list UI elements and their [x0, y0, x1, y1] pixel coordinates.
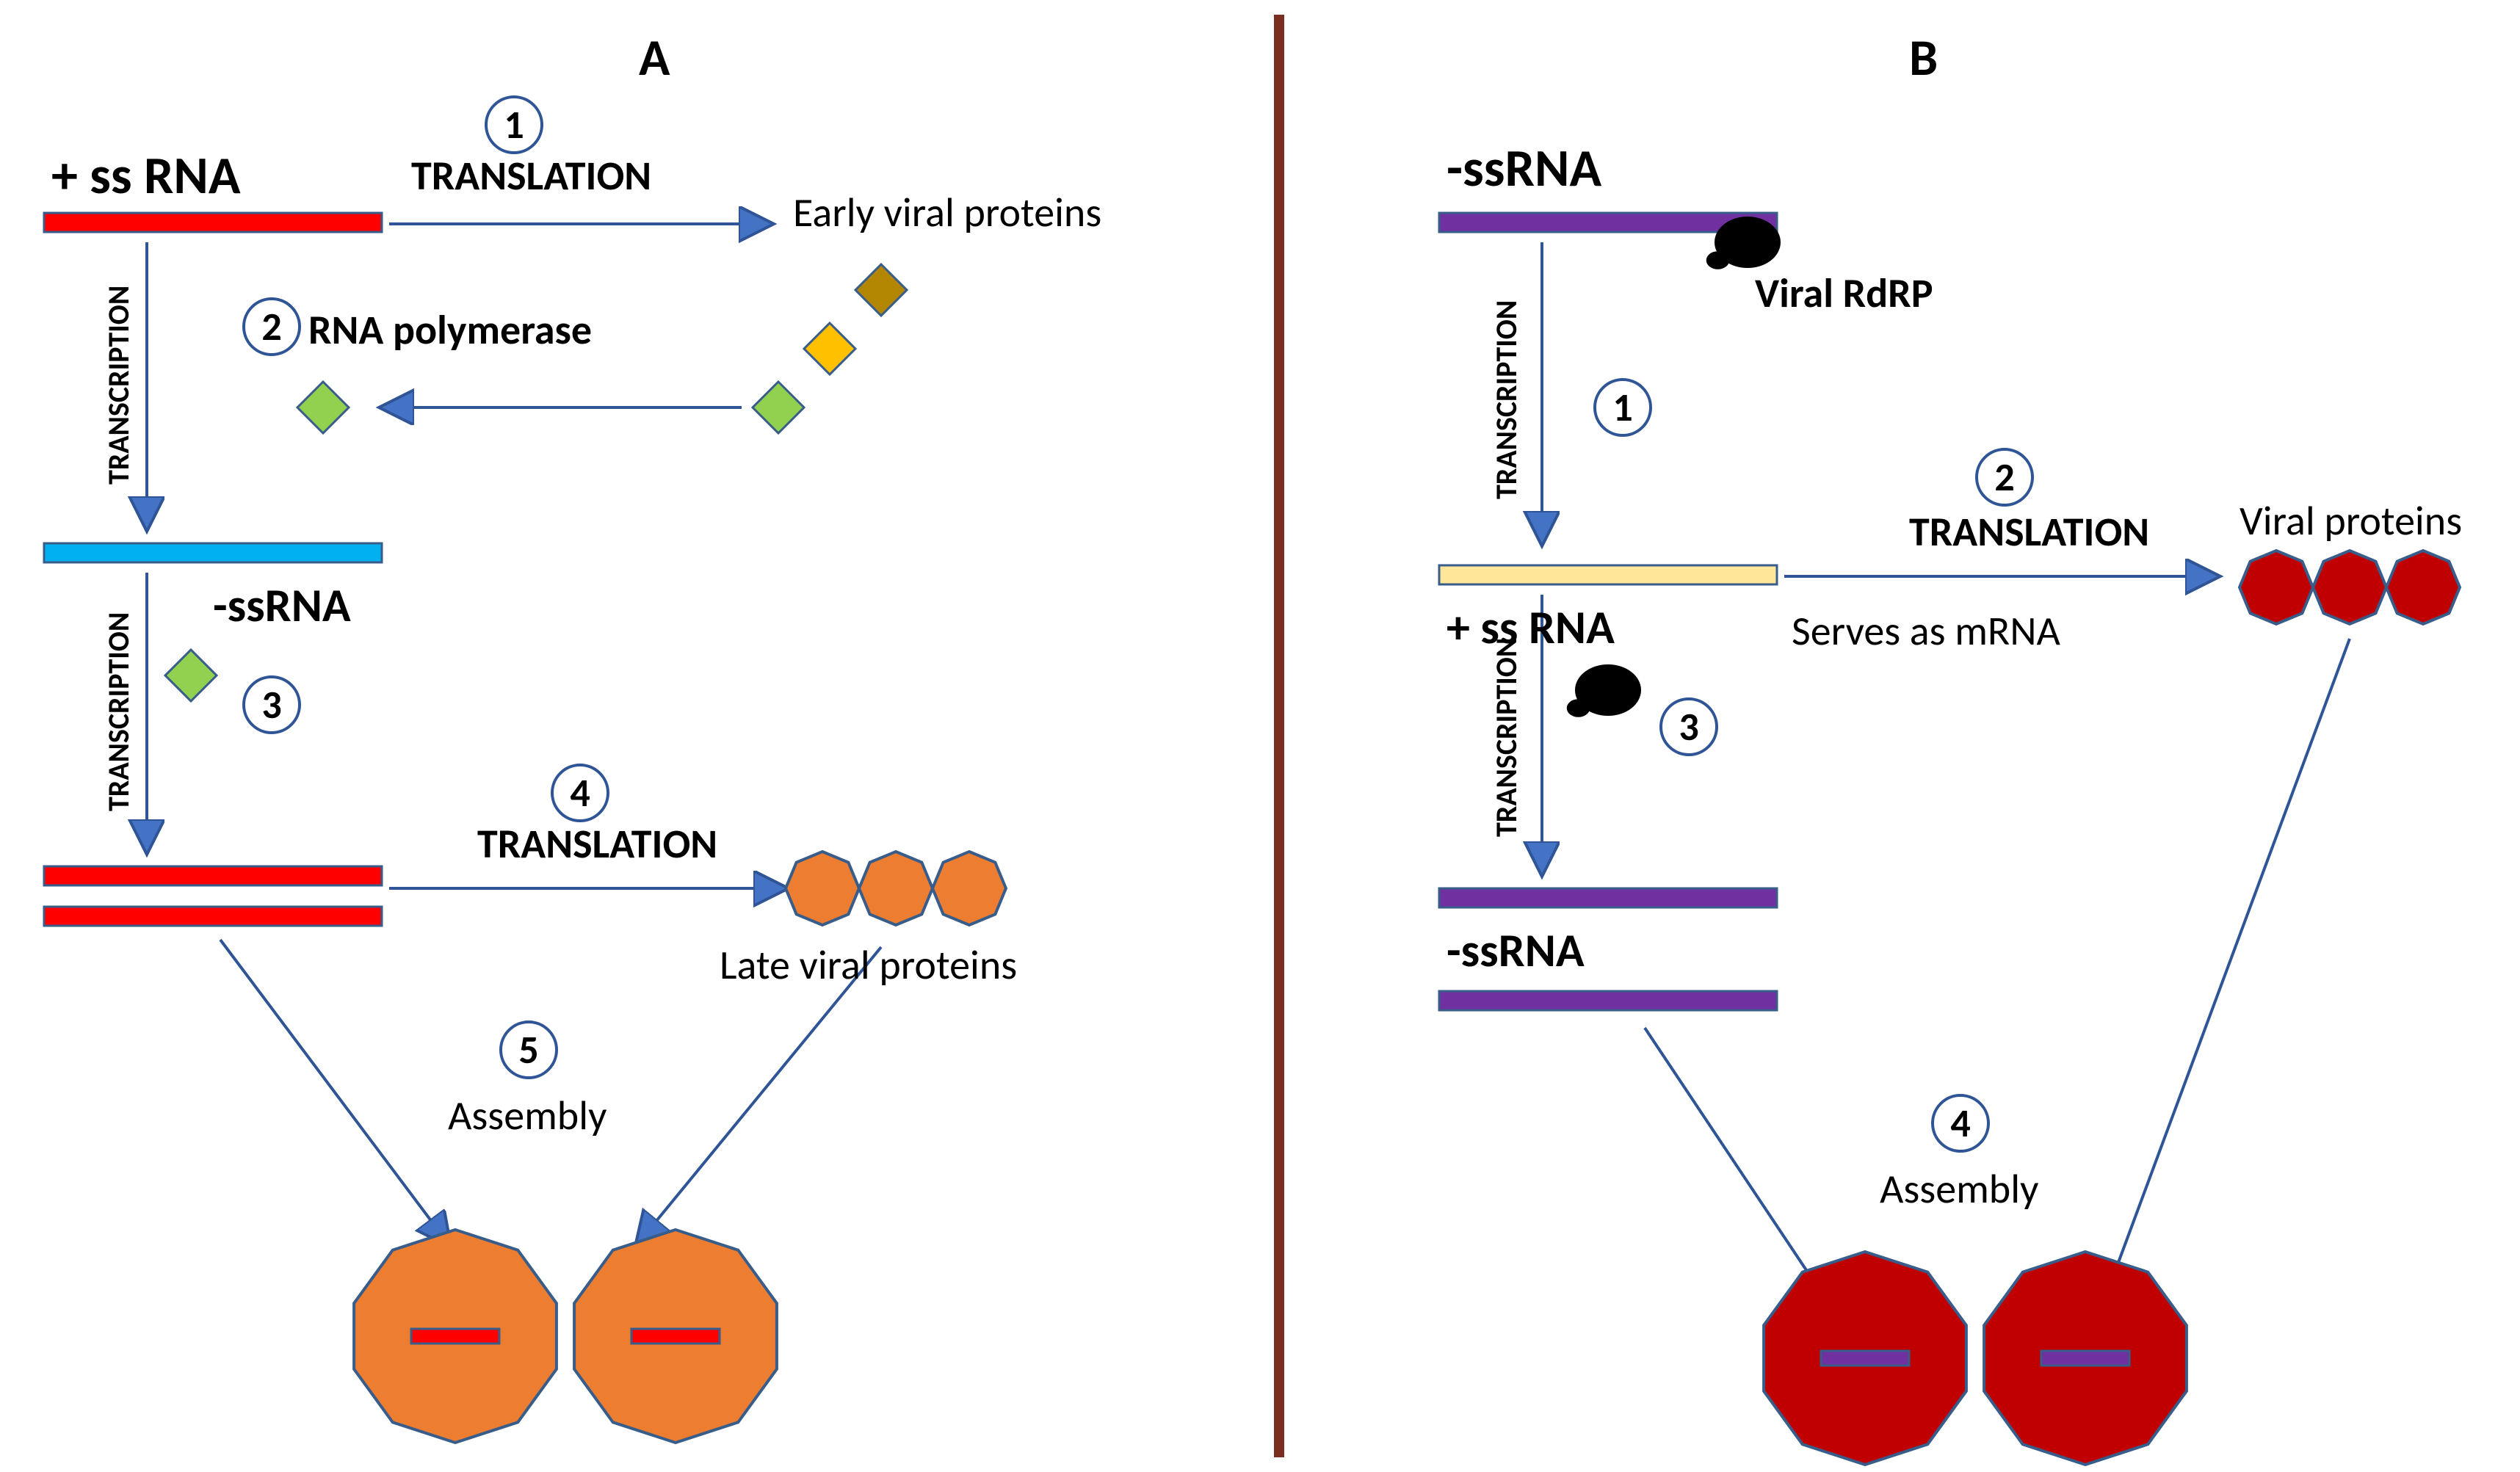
- svg-text:2: 2: [1994, 453, 2014, 501]
- translation-label: TRANSLATION: [411, 154, 651, 200]
- assembly-label: Assembly: [448, 1094, 607, 1139]
- assembly-label: Assembly: [1880, 1167, 2038, 1213]
- diagram-canvas: 1 2 3 4 5 1 2 3 4: [0, 0, 2520, 1472]
- virion-icon: [2240, 551, 2313, 624]
- svg-text:4: 4: [1950, 1099, 1970, 1147]
- early-proteins-label: Early viral proteins: [793, 191, 1101, 236]
- transcription-label: TRANSCRIPTION: [1491, 300, 1523, 499]
- virion-icon: [786, 852, 859, 925]
- translation-label: TRANSLATION: [477, 822, 717, 868]
- arrow: [2107, 639, 2350, 1292]
- rna-strand: [44, 907, 382, 926]
- svg-text:1: 1: [1612, 383, 1632, 432]
- rna-strand: [44, 543, 382, 562]
- transcription-label: TRANSCRIPTION: [103, 286, 135, 485]
- viral-rdrp-label: Viral RdRP: [1755, 272, 1933, 317]
- svg-text:3: 3: [261, 681, 281, 729]
- virion-icon: [2313, 551, 2386, 624]
- viral-proteins-label: Viral proteins: [2240, 499, 2462, 545]
- rna-strand: [1439, 991, 1777, 1010]
- virion-icon: [933, 852, 1006, 925]
- protein-diamond-icon: [753, 382, 804, 433]
- minus-ssrna-label: -ssRNA: [1447, 925, 1585, 976]
- virion-icon: [2386, 551, 2460, 624]
- translation-label: TRANSLATION: [1909, 510, 2149, 556]
- panel-b-title: B: [1909, 29, 1938, 86]
- protein-diamond-icon: [804, 323, 855, 374]
- transcription-label: TRANSCRIPTION: [1491, 638, 1523, 837]
- arrow: [220, 940, 441, 1233]
- protein-diamond-icon: [855, 264, 907, 316]
- panel-a-title: A: [639, 29, 670, 86]
- protein-diamond-icon: [165, 650, 217, 701]
- svg-text:5: 5: [518, 1026, 538, 1074]
- protein-diamond-icon: [297, 382, 349, 433]
- serves-as-mrna-label: Serves as mRNA: [1792, 609, 2060, 655]
- late-proteins-label: Late viral proteins: [720, 943, 1017, 989]
- virion-icon: [859, 852, 933, 925]
- arrow: [1645, 1028, 1821, 1292]
- transcription-label: TRANSCRIPTION: [103, 612, 135, 811]
- plus-ssrna-label: + ss RNA: [51, 147, 240, 205]
- svg-text:3: 3: [1679, 703, 1698, 751]
- rna-strand: [1439, 888, 1777, 907]
- svg-text:2: 2: [261, 302, 281, 351]
- svg-text:1: 1: [504, 101, 524, 149]
- svg-text:4: 4: [570, 769, 590, 817]
- plus-ssrna-label: + ss RNA: [1447, 602, 1615, 653]
- minus-ssrna-label: -ssRNA: [1447, 139, 1601, 197]
- minus-ssrna-label: -ssRNA: [213, 580, 351, 631]
- rna-strand: [44, 213, 382, 232]
- rna-strand: [1439, 565, 1777, 584]
- rna-strand: [44, 866, 382, 885]
- rna-polymerase-label: RNA polymerase: [308, 308, 592, 354]
